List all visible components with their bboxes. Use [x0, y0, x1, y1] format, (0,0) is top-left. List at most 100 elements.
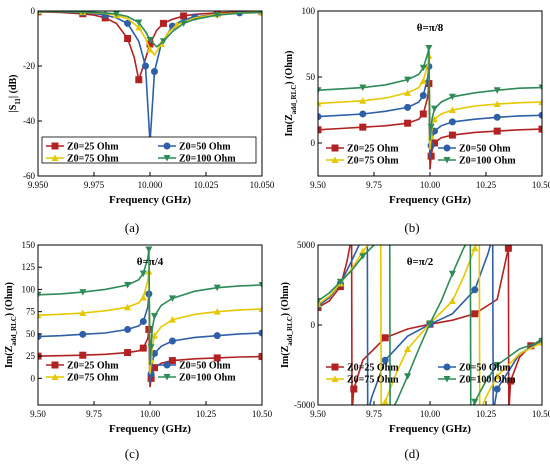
- legend-marker: [331, 375, 339, 382]
- legend-marker: [443, 363, 451, 371]
- data-point: [381, 356, 389, 364]
- data-point: [349, 234, 355, 240]
- legend-label: Z0=25 Ohm: [67, 142, 119, 153]
- data-point: [404, 119, 412, 127]
- data-point: [377, 210, 384, 217]
- legend-marker: [163, 142, 171, 150]
- data-point: [124, 325, 132, 333]
- data-point: [493, 87, 501, 94]
- data-point: [471, 286, 479, 294]
- series-group: [318, 210, 542, 417]
- data-point: [425, 44, 433, 52]
- data-point: [79, 330, 87, 338]
- x-tick-label: 9.950: [28, 180, 49, 190]
- y-label-end: ) (Ohm): [280, 282, 291, 316]
- data-point: [538, 111, 542, 119]
- data-point: [168, 337, 176, 345]
- data-point: [419, 91, 427, 99]
- y-tick-label: 100: [302, 6, 316, 16]
- data-point: [538, 338, 542, 345]
- chart-d: 9.50 9.75 10.00 10.25 10.50 -5000 0 5000 Frequen…: [280, 210, 550, 461]
- data-point: [350, 385, 358, 393]
- data-point: [124, 35, 132, 42]
- x-tick-label: 10.25: [476, 409, 497, 419]
- legend-label: Z0=50 Ohm: [459, 363, 511, 374]
- data-point: [147, 344, 155, 351]
- data-point: [135, 76, 143, 84]
- chart-c: 9.50 9.75 10.00 10.25 10.50 0 25 50 75 100 125 150 F…: [4, 240, 273, 461]
- y-tick-label: 0: [311, 320, 316, 330]
- data-point: [448, 106, 456, 113]
- data-point: [448, 93, 456, 101]
- y-label-sub: 11: [14, 98, 22, 105]
- x-tick-label: 9.50: [310, 409, 326, 419]
- data-point: [404, 89, 412, 96]
- data-point: [79, 351, 87, 359]
- data-point: [538, 84, 542, 92]
- x-tick-label: 10.50: [252, 409, 273, 419]
- legend-marker: [163, 374, 171, 381]
- data-point: [38, 333, 42, 341]
- data-point: [427, 124, 435, 131]
- data-point: [359, 97, 367, 104]
- data-point: [180, 12, 188, 20]
- legend: Z0=25 Ohm Z0=50 Ohm Z0=75 Ohm Z0=100 Ohm: [326, 363, 516, 386]
- data-point: [387, 410, 394, 417]
- legend-marker: [331, 156, 339, 163]
- legend-marker: [331, 363, 339, 371]
- data-point: [430, 105, 438, 113]
- legend-marker: [51, 142, 59, 150]
- data-point: [404, 345, 412, 352]
- legend-marker: [51, 361, 59, 369]
- data-point: [404, 373, 412, 380]
- x-tick-label: 9.975: [84, 180, 105, 190]
- data-point: [507, 377, 515, 385]
- data-point: [504, 245, 512, 252]
- x-tick-label: 10.00: [140, 409, 161, 419]
- data-point: [493, 372, 501, 380]
- data-point: [318, 298, 322, 305]
- data-point: [38, 291, 42, 299]
- data-point: [79, 289, 87, 296]
- x-tick-label: 9.50: [30, 409, 46, 419]
- panel-annotation: θ=π/2: [407, 256, 434, 268]
- legend: Z0=25 Ohm Z0=50 Ohm Z0=75 Ohm Z0=100 Ohm: [46, 361, 236, 384]
- data-point: [124, 303, 132, 311]
- data-point: [139, 270, 147, 277]
- series-group: [318, 44, 542, 170]
- legend-box: [41, 136, 257, 164]
- data-point: [318, 99, 322, 107]
- x-axis-label: Frequency (GHz): [389, 423, 471, 435]
- legend: Z0=25 Ohm Z0=50 Ohm Z0=75 Ohm Z0=100 Ohm: [41, 136, 257, 165]
- data-point: [419, 64, 427, 72]
- legend-label: Z0=100 Ohm: [179, 373, 236, 384]
- legend-marker: [51, 373, 59, 380]
- data-point: [139, 293, 147, 301]
- data-point: [168, 295, 176, 302]
- series-line-0: [318, 245, 542, 405]
- data-point: [146, 46, 154, 53]
- data-point: [404, 103, 412, 111]
- data-point: [258, 305, 262, 312]
- x-tick-label: 10.25: [196, 409, 217, 419]
- legend-label: Z0=75 Ohm: [347, 156, 399, 167]
- legend-label: Z0=100 Ohm: [179, 154, 236, 165]
- series-line-2: [318, 55, 542, 150]
- legend-marker: [51, 154, 59, 161]
- data-point: [359, 247, 367, 255]
- data-point: [448, 131, 456, 139]
- series-line-1: [38, 293, 262, 383]
- data-point: [139, 344, 147, 352]
- data-point: [150, 313, 158, 320]
- data-point: [124, 349, 132, 357]
- x-axis-label: Frequency (GHz): [109, 423, 191, 435]
- y-axis-label: Im(Zadd_RLC) (Ohm): [280, 282, 294, 368]
- y-tick-label: -20: [23, 61, 35, 71]
- data-point: [359, 84, 367, 92]
- x-tick-label: 9.75: [366, 409, 382, 419]
- panel-caption: (d): [404, 446, 419, 461]
- y-label-main: Im(Z: [280, 345, 291, 368]
- y-label-main: |S: [8, 104, 19, 112]
- chart-a: 9.950 9.975 10.000 10.025 10.050 -60 -40 -20 0 Fr…: [8, 6, 275, 235]
